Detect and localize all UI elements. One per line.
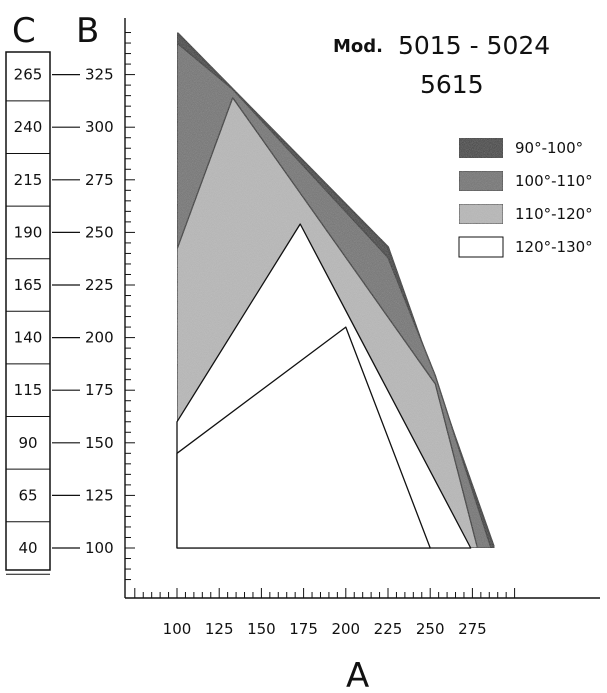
b-tick-label: 175 — [85, 381, 114, 399]
axis-b-letter: B — [76, 11, 99, 51]
legend-swatch — [458, 236, 504, 258]
axis-a-letter: A — [346, 656, 369, 693]
c-tick-label: 165 — [14, 276, 43, 294]
title-model-line-2: 5615 — [420, 70, 484, 99]
c-tick-label: 40 — [18, 539, 37, 557]
b-tick-label: 275 — [85, 171, 114, 189]
legend-label: 100°-110° — [515, 172, 593, 190]
x-tick-label: 125 — [205, 620, 234, 638]
x-tick-label: 150 — [247, 620, 276, 638]
b-tick-label: 150 — [85, 434, 114, 452]
area-bands — [176, 31, 496, 549]
legend-label: 110°-120° — [515, 205, 593, 223]
axes: 100 125 150 175 200 225 250 275 300 325 40 65 90 115 1… — [6, 18, 600, 638]
x-tick-label: 100 — [163, 620, 192, 638]
x-tick-label: 225 — [374, 620, 403, 638]
c-tick-label: 65 — [18, 486, 37, 504]
c-tick-label: 240 — [14, 118, 43, 136]
b-tick-label: 125 — [85, 486, 114, 504]
legend-swatch — [458, 203, 504, 225]
legend-swatch — [458, 137, 504, 159]
title-model-line-1: 5015 - 5024 — [398, 31, 550, 60]
b-tick-label: 225 — [85, 276, 114, 294]
b-tick-label: 100 — [85, 539, 114, 557]
legend-label: 90°-100° — [515, 139, 583, 157]
x-tick-label: 275 — [458, 620, 487, 638]
c-tick-label: 90 — [18, 434, 37, 452]
c-tick-label: 215 — [14, 171, 43, 189]
b-tick-label: 325 — [85, 66, 114, 84]
x-tick-label: 200 — [331, 620, 360, 638]
c-tick-label: 190 — [14, 223, 43, 241]
b-tick-label: 250 — [85, 223, 114, 241]
axis-c-letter: C — [12, 11, 36, 51]
c-tick-label: 115 — [14, 381, 43, 399]
b-tick-label: 300 — [85, 118, 114, 136]
title-prefix: Mod. — [333, 36, 383, 57]
area-band-5 — [176, 326, 431, 549]
c-tick-label: 265 — [14, 66, 43, 84]
b-tick-label: 200 — [85, 329, 114, 347]
x-tick-label: 175 — [289, 620, 318, 638]
c-tick-label: 140 — [14, 329, 43, 347]
legend-label: 120°-130° — [515, 238, 593, 256]
x-tick-label: 250 — [416, 620, 445, 638]
legend-swatch — [458, 170, 504, 192]
legend: 90°-100° 100°-110° 110°-120° 120°-130° — [458, 137, 593, 258]
